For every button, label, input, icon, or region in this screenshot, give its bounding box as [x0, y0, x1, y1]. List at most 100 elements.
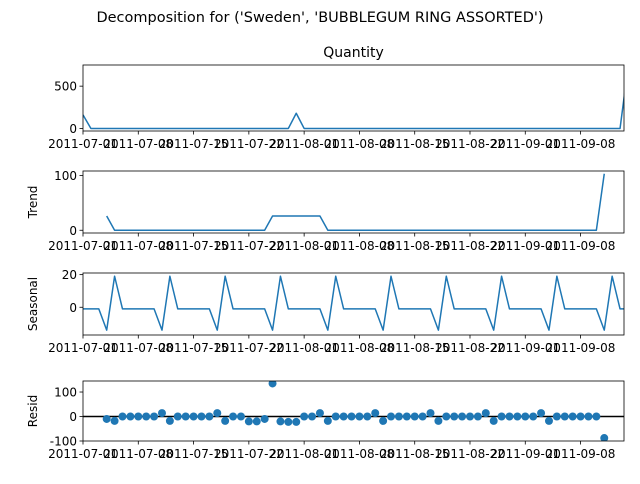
resid-point: [142, 412, 151, 421]
resid-point: [331, 412, 340, 421]
resid-xtick-label: 2011-08-15: [380, 447, 450, 461]
seasonal-xtick-label: 2011-09-08: [546, 341, 616, 355]
seasonal-xtick-label: 2011-08-01: [269, 341, 339, 355]
trend-xtick-label: 2011-08-08: [325, 239, 395, 253]
resid-xtick-label: 2011-07-01: [48, 447, 118, 461]
resid-xtick-label: 2011-07-08: [103, 447, 173, 461]
resid-point: [450, 412, 459, 421]
resid-point: [489, 416, 498, 425]
resid-point: [339, 412, 348, 421]
quantity-xtick-label: 2011-09-08: [546, 137, 616, 151]
resid-xtick-label: 2011-07-22: [214, 447, 284, 461]
resid-point: [387, 412, 396, 421]
resid-point: [347, 412, 356, 421]
seasonal-xtick-label: 2011-07-15: [159, 341, 229, 355]
trend-line: [106, 173, 606, 232]
trend-xtick-label: 2011-07-08: [103, 239, 173, 253]
quantity-xtick-label: 2011-08-22: [435, 137, 505, 151]
seasonal-axes-frame: [82, 272, 625, 336]
resid-xtick-label: 2011-09-08: [546, 447, 616, 461]
trend-panel: Trend01002011-07-012011-07-082011-07-152…: [26, 169, 625, 253]
resid-ytick-label: -100: [50, 435, 77, 449]
resid-point: [513, 412, 522, 421]
trend-xtick-label: 2011-07-01: [48, 239, 118, 253]
seasonal-xtick-label: 2011-09-01: [490, 341, 560, 355]
resid-ylabel: Resid: [26, 395, 40, 427]
resid-point: [458, 412, 467, 421]
resid-xtick-label: 2011-07-15: [159, 447, 229, 461]
resid-point: [276, 417, 285, 426]
resid-point: [544, 416, 553, 425]
resid-point: [394, 412, 403, 421]
resid-point: [268, 381, 277, 388]
resid-point: [134, 412, 143, 421]
resid-point: [173, 412, 182, 421]
quantity-xtick-label: 2011-09-01: [490, 137, 560, 151]
resid-point: [434, 416, 443, 425]
seasonal-xtick-label: 2011-07-01: [48, 341, 118, 355]
resid-point: [181, 412, 190, 421]
resid-ytick-label: 100: [54, 386, 77, 400]
seasonal-series: [83, 275, 624, 331]
resid-point: [126, 412, 135, 421]
resid-point: [521, 412, 530, 421]
seasonal-xtick-label: 2011-07-08: [103, 341, 173, 355]
resid-point: [189, 412, 198, 421]
resid-series: [102, 381, 609, 441]
resid-point: [584, 412, 593, 421]
seasonal-xtick-label: 2011-08-08: [325, 341, 395, 355]
trend-ylabel: Trend: [26, 186, 40, 220]
resid-point: [505, 412, 514, 421]
resid-axes-frame: [82, 380, 625, 442]
seasonal-line: [83, 275, 624, 331]
quantity-xtick-label: 2011-07-08: [103, 137, 173, 151]
resid-point: [568, 412, 577, 421]
resid-point: [442, 412, 451, 421]
resid-point: [402, 412, 411, 421]
resid-point: [229, 412, 238, 421]
resid-point: [379, 416, 388, 425]
trend-series: [106, 173, 606, 232]
resid-point: [213, 409, 222, 418]
resid-point: [300, 412, 309, 421]
seasonal-ytick-label: 20: [62, 268, 77, 282]
resid-point: [481, 409, 490, 418]
resid-point: [576, 412, 585, 421]
resid-point: [363, 412, 372, 421]
resid-xtick-label: 2011-08-22: [435, 447, 505, 461]
seasonal-xtick-label: 2011-08-15: [380, 341, 450, 355]
quantity-series: [83, 92, 624, 130]
resid-point: [371, 409, 380, 418]
resid-ytick-label: 0: [69, 410, 77, 424]
resid-point: [165, 416, 174, 425]
resid-point: [560, 412, 569, 421]
seasonal-panel: Seasonal 0 20 2011-07-012011-07-082011-07-1…: [26, 268, 625, 355]
quantity-xtick-label: 2011-07-22: [214, 137, 284, 151]
quantity-ytick-label: 500: [54, 80, 77, 94]
resid-point: [497, 412, 506, 421]
resid-point: [236, 412, 245, 421]
quantity-xtick-label: 2011-08-01: [269, 137, 339, 151]
resid-point: [205, 412, 214, 421]
resid-point: [315, 409, 324, 418]
resid-point: [529, 412, 538, 421]
resid-point: [252, 417, 261, 426]
figure-suptitle: Decomposition for ('Sweden', 'BUBBLEGUM …: [96, 10, 543, 26]
trend-xtick-label: 2011-08-15: [380, 239, 450, 253]
trend-xtick-label: 2011-08-01: [269, 239, 339, 253]
quantity-title: Quantity: [323, 45, 384, 61]
resid-point: [418, 412, 427, 421]
resid-point: [537, 409, 546, 418]
trend-xtick-label: 2011-08-22: [435, 239, 505, 253]
seasonal-ytick-label: 0: [69, 301, 77, 315]
trend-xtick-label: 2011-09-01: [490, 239, 560, 253]
quantity-xtick-label: 2011-08-15: [380, 137, 450, 151]
trend-axes-frame: [82, 170, 625, 234]
resid-point: [292, 417, 301, 426]
resid-point: [157, 409, 166, 418]
trend-xtick-label: 2011-09-08: [546, 239, 616, 253]
resid-point: [244, 417, 253, 426]
resid-point: [221, 416, 230, 425]
resid-point: [150, 412, 159, 421]
